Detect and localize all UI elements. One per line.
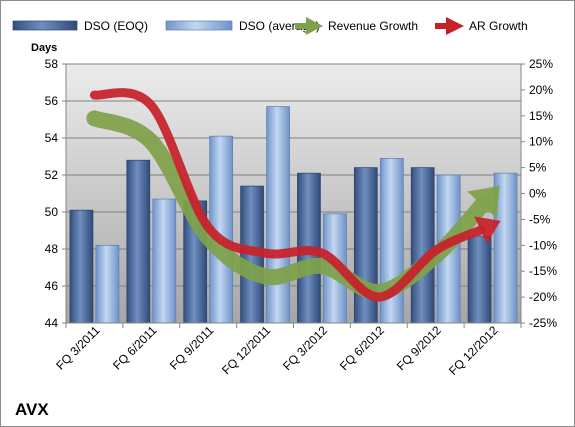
y2-tick-label: 15% [529,109,553,123]
y2-tick-label: 25% [529,57,553,71]
legend-label-dso-eoq: DSO (EOQ) [84,19,148,33]
arrowhead-revenue-growth [467,185,500,219]
legend-swatch-dso-eoq [12,20,78,31]
x-tick-label: FQ 3/2012 [280,323,330,373]
legend-item-dso-average: DSO (average) [165,19,320,33]
y2-tick-label: 20% [529,83,553,97]
y-tick-label: 48 [45,242,59,256]
x-tick-label: FQ 9/2012 [394,323,444,373]
y-tick-label: 54 [45,131,59,145]
x-tick-label: FQ 6/2011 [110,323,160,373]
x-tick-label: FQ 6/2012 [337,323,387,373]
legend: DSO (EOQ) DSO (average) Revenue Growth A… [12,17,528,35]
bar-dso-eoq-1 [69,209,94,324]
legend-arrow-revenue-growth [295,17,323,35]
y2-tick-label: -5% [529,212,551,226]
legend-label-revenue-growth: Revenue Growth [328,19,418,33]
legend-label-ar-growth: AR Growth [469,19,528,33]
y-tick-label: 58 [45,57,59,71]
x-tick-label: FQ 12/2011 [219,323,273,377]
y-tick-label: 44 [45,316,59,330]
x-tick-label: FQ 3/2011 [53,323,103,373]
arrowhead-ar-growth [474,216,501,244]
y-tick-label: 46 [45,279,59,293]
y2-tick-label: -20% [529,290,557,304]
y2-tick-label: 5% [529,161,547,175]
growth-lines [86,88,501,302]
legend-swatch-dso-average [165,20,233,31]
y-tick-label: 52 [45,168,59,182]
bar-dso-average-4 [266,106,290,324]
y-axis-title: Days [31,42,57,54]
y-tick-label: 56 [45,94,59,108]
y2-tick-label: -15% [529,264,557,278]
y2-tick-label: -10% [529,238,557,252]
bar-dso-eoq-2 [126,159,151,324]
legend-label-dso-average: DSO (average) [239,19,320,33]
y2-tick-label: 0% [529,187,547,201]
bar-dso-eoq-8 [467,235,492,324]
y2-tick-label: 10% [529,135,553,149]
x-tick-label: FQ 12/2012 [446,323,501,378]
x-tick-label: FQ 9/2011 [167,323,217,373]
chart-title: AVX [15,400,49,419]
bar-dso-average-1 [95,244,120,324]
bar-dso-average-2 [152,198,177,324]
legend-item-ar-growth: AR Growth [435,17,528,35]
legend-item-revenue-growth: Revenue Growth [295,17,418,35]
legend-item-dso-eoq: DSO (EOQ) [12,19,148,33]
bar-dso-eoq-7 [410,167,435,324]
line-ar-growth [89,88,486,302]
y-tick-label: 50 [45,205,59,219]
legend-arrow-ar-growth [435,17,464,35]
y2-tick-label: -25% [529,316,557,330]
